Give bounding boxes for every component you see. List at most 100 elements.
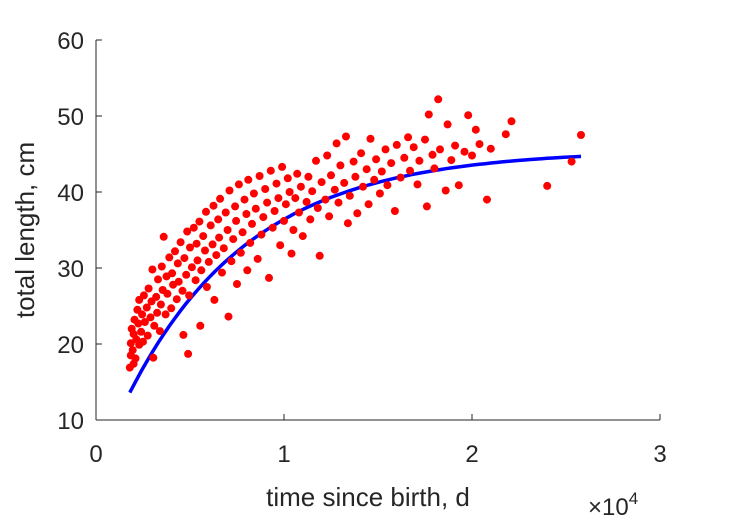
data-point: [298, 232, 307, 241]
data-point: [387, 159, 396, 168]
y-axis-title: total length, cm: [10, 142, 40, 318]
data-point: [134, 319, 143, 328]
data-point: [325, 212, 334, 221]
data-point: [167, 304, 176, 313]
data-point: [154, 275, 162, 284]
data-point: [415, 156, 424, 165]
data-point: [157, 262, 166, 271]
data-point: [475, 140, 484, 149]
data-point: [243, 266, 252, 275]
x-tick-label: 0: [89, 441, 102, 468]
data-point: [471, 125, 480, 134]
data-point: [223, 226, 232, 234]
data-point: [317, 178, 326, 187]
data-point: [186, 243, 194, 252]
data-point: [176, 238, 185, 247]
data-point: [189, 223, 198, 232]
data-point: [185, 291, 194, 300]
data-point: [343, 219, 352, 228]
data-point: [248, 219, 256, 228]
data-point: [214, 215, 223, 224]
data-point: [281, 200, 290, 209]
y-tick-label: 60: [57, 28, 84, 55]
data-point: [285, 188, 294, 196]
data-point: [507, 117, 516, 126]
data-point: [287, 249, 296, 258]
data-point: [302, 197, 311, 206]
data-point: [163, 289, 172, 298]
data-point: [159, 232, 168, 241]
data-point: [196, 321, 205, 330]
data-point: [242, 210, 251, 218]
y-tick-label: 40: [57, 180, 84, 207]
data-point: [249, 189, 258, 198]
data-point: [291, 194, 300, 203]
data-points-layer: [125, 95, 585, 372]
data-point: [332, 139, 341, 148]
data-point: [142, 303, 151, 312]
y-tick-label: 30: [57, 256, 84, 283]
data-point: [140, 318, 149, 326]
data-point: [424, 110, 433, 119]
x-axis-title: time since birth, d: [266, 482, 470, 512]
data-point: [187, 263, 196, 272]
data-point: [246, 238, 255, 247]
data-point: [377, 167, 386, 176]
data-point: [244, 175, 253, 184]
x-axis-multiplier-exponent: 4: [629, 489, 638, 508]
data-point: [362, 165, 371, 174]
data-point: [263, 198, 272, 207]
data-point: [567, 157, 576, 166]
data-point: [357, 149, 366, 158]
data-point: [229, 235, 238, 244]
data-point: [231, 202, 240, 211]
data-point: [293, 169, 302, 178]
data-point: [451, 141, 460, 150]
data-point: [306, 215, 315, 224]
data-point: [276, 241, 285, 250]
data-point: [342, 132, 350, 141]
fit-curve: [128, 154, 582, 394]
data-point: [304, 172, 313, 181]
data-point: [201, 246, 209, 255]
data-point: [139, 337, 147, 346]
data-point: [173, 259, 182, 268]
data-point: [257, 230, 266, 239]
data-point: [150, 321, 159, 330]
data-point: [321, 195, 330, 204]
data-point: [180, 254, 189, 263]
data-point: [443, 120, 452, 129]
data-point: [283, 174, 292, 183]
data-point: [400, 153, 409, 162]
data-point: [280, 216, 288, 225]
data-point: [413, 180, 422, 189]
data-point: [202, 283, 211, 291]
data-point: [209, 201, 218, 210]
data-point: [278, 162, 287, 171]
data-point: [312, 156, 320, 165]
data-point: [334, 198, 343, 207]
data-point: [193, 256, 202, 265]
data-point: [441, 186, 450, 195]
data-point: [375, 189, 384, 198]
x-axis-multiplier: ×104: [588, 489, 638, 521]
data-point: [406, 166, 414, 175]
data-point: [210, 295, 219, 304]
data-point: [468, 151, 476, 160]
data-point: [216, 194, 225, 203]
data-point: [454, 181, 463, 190]
data-point: [323, 151, 332, 160]
data-point: [381, 145, 390, 154]
data-point: [224, 312, 233, 321]
data-point: [295, 208, 303, 217]
data-point: [126, 339, 135, 348]
data-point: [430, 164, 439, 173]
data-point: [392, 140, 401, 149]
x-ticks: 0 1 2 3: [89, 414, 667, 468]
x-tick-label: 3: [653, 441, 666, 468]
data-point: [212, 251, 221, 260]
data-point: [149, 353, 158, 362]
data-point: [234, 180, 243, 189]
data-point: [296, 182, 305, 191]
data-point: [364, 200, 373, 209]
